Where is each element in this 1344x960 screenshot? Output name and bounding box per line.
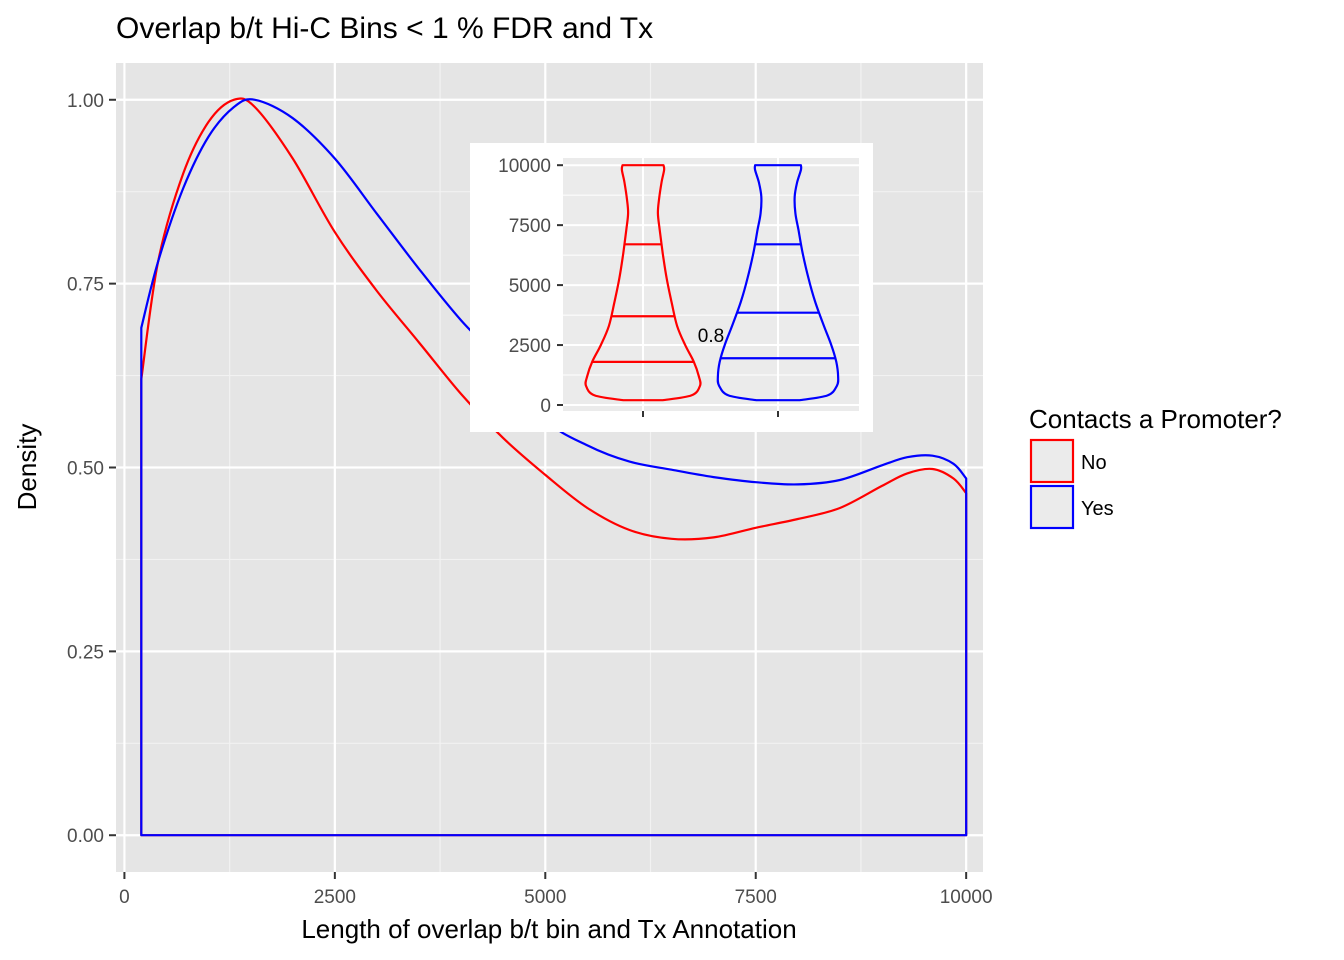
violin-no	[584, 164, 702, 402]
chart-title: Overlap b/t Hi-C Bins < 1 % FDR and Tx	[116, 12, 653, 45]
inset-plot: 0 2500 5000 7500 10000 0.8	[470, 143, 873, 432]
violin-yes	[716, 164, 840, 402]
x-tick-label: 7500	[735, 887, 777, 908]
inset-y-tick-label: 5000	[509, 276, 551, 297]
density-series-no	[140, 97, 968, 837]
inset-annotation: 0.8	[698, 326, 724, 347]
x-tick-label: 5000	[524, 887, 566, 908]
inset-series	[584, 164, 840, 402]
y-tick-label: 1.00	[67, 91, 104, 112]
main-axes: 0 2500 5000 7500 10000 0.00 0.25 0.50 0.75 1.00	[67, 91, 993, 908]
y-tick-label: 0.75	[67, 275, 104, 296]
x-tick-label: 0	[119, 887, 130, 908]
legend-label-no: No	[1081, 452, 1107, 474]
y-tick-label: 0.50	[67, 459, 104, 480]
legend-label-yes: Yes	[1081, 498, 1114, 520]
x-axis-label: Length of overlap b/t bin and Tx Annotat…	[301, 914, 796, 944]
inset-y-tick-label: 2500	[509, 336, 551, 357]
y-axis-label: Density	[12, 424, 42, 511]
y-tick-label: 0.25	[67, 642, 104, 663]
legend-key-no	[1029, 438, 1075, 484]
y-tick-label: 0.00	[67, 826, 104, 847]
legend-title: Contacts a Promoter?	[1029, 404, 1282, 434]
inset-axes: 0 2500 5000 7500 10000	[498, 156, 779, 417]
x-tick-label: 2500	[314, 887, 356, 908]
legend: Contacts a Promoter? No Yes	[1029, 404, 1282, 530]
inset-y-tick-label: 7500	[509, 216, 551, 237]
x-tick-label: 10000	[940, 887, 993, 908]
inset-y-tick-label: 10000	[498, 156, 551, 177]
legend-key-yes	[1029, 484, 1075, 530]
inset-y-tick-label: 0	[540, 396, 551, 417]
